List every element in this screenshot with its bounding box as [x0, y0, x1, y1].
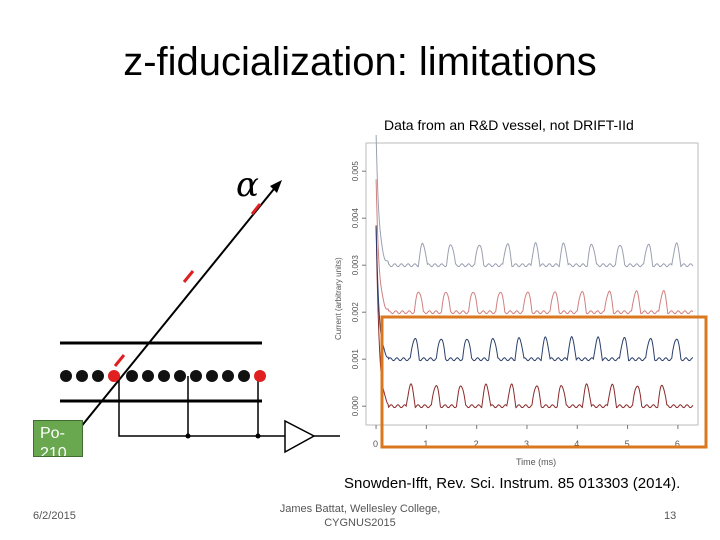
anode-wire	[126, 370, 138, 382]
page-number: 13	[664, 510, 677, 522]
y-tick-label: 0.000	[351, 396, 360, 417]
ionization-segment	[113, 354, 126, 367]
footer-author: James Battat, Wellesley College, CYGNUS2…	[260, 502, 460, 530]
y-tick-label: 0.002	[351, 302, 360, 323]
anode-wire	[76, 370, 88, 382]
x-axis-label: Time (ms)	[516, 457, 556, 467]
junction-dot	[185, 433, 191, 439]
x-tick-label: 4	[574, 439, 579, 449]
waveform-trace	[375, 179, 694, 315]
anode-wire	[158, 370, 170, 382]
anode-wire	[92, 370, 104, 382]
reference-citation: Snowden-Ifft, Rev. Sci. Instrum. 85 0133…	[344, 475, 681, 492]
data-source-caption: Data from an R&D vessel, not DRIFT-IId	[384, 117, 634, 133]
plot-frame	[365, 142, 699, 426]
footer-author-line: James Battat, Wellesley College,	[279, 503, 441, 515]
y-tick-label: 0.005	[351, 161, 360, 182]
y-axis-label: Current (arbitrary units)	[334, 257, 343, 340]
anode-wire	[190, 370, 202, 382]
ionization-segment	[250, 203, 262, 215]
x-tick-label: 3	[524, 439, 529, 449]
footer-date: 6/2/2015	[33, 510, 76, 522]
amplifier-triangle	[284, 419, 316, 454]
anode-wire	[174, 370, 186, 382]
readout-bus	[118, 376, 285, 437]
waveform-trace	[375, 225, 694, 409]
x-tick-label: 1	[423, 439, 428, 449]
po210-source-label: Po-210	[40, 425, 67, 457]
waveform-trace	[375, 226, 693, 362]
ionization-segment	[182, 270, 195, 283]
anode-wire	[60, 370, 72, 382]
highlight-box	[380, 315, 708, 449]
x-tick-label: 6	[675, 439, 680, 449]
y-tick-label: 0.004	[351, 208, 360, 229]
anode-wire	[142, 370, 154, 382]
anode-wire-row	[60, 370, 266, 382]
y-tick-label: 0.003	[351, 255, 360, 276]
po210-source-box: Po-210	[33, 420, 83, 457]
junction-dot	[255, 433, 261, 439]
alpha-track	[79, 183, 279, 429]
waveform-plot: 0.000 0.001 0.002 0.003 0.004 0.005 0 1 2 3 4 5 6 C…	[334, 135, 708, 467]
anode-wire-hit	[254, 370, 266, 382]
footer-author-line: CYGNUS2015	[324, 517, 396, 529]
x-tick-label: 2	[474, 439, 479, 449]
x-tick-label: 0	[373, 439, 378, 449]
waveform-trace	[375, 135, 694, 268]
alpha-track-arrowhead	[270, 180, 282, 193]
anode-wire	[238, 370, 250, 382]
anode-wire-hit	[108, 370, 120, 382]
anode-wire	[222, 370, 234, 382]
anode-wire	[206, 370, 218, 382]
x-tick-label: 5	[625, 439, 630, 449]
alpha-symbol: α	[236, 165, 259, 205]
slide-title: z-fiducialization: limitations	[123, 40, 597, 84]
y-tick-label: 0.001	[351, 349, 360, 370]
